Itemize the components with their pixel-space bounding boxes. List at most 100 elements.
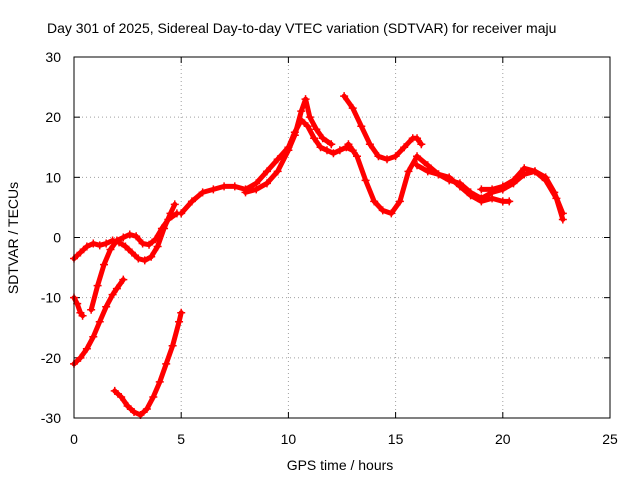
data-point [361,176,370,185]
data-point [82,242,91,251]
series-satellite-10 [413,161,514,206]
data-point [391,152,400,161]
data-point [198,188,207,197]
series-trace [112,310,184,418]
data-point [123,401,132,410]
data-point [498,182,507,191]
data-point [318,134,327,143]
data-point [168,341,177,350]
data-point [353,152,362,161]
data-point [445,173,454,182]
data-point [322,146,331,155]
y-tick-label: 0 [53,230,61,246]
series-trace [414,162,512,204]
data-point [395,197,404,206]
data-point [413,134,422,143]
data-point [305,113,314,122]
data-point [509,176,518,185]
data-point [520,164,529,173]
data-point [187,197,196,206]
data-point [273,155,282,164]
data-point [348,104,357,113]
x-tick-label: 15 [388,431,404,447]
data-point [73,299,82,308]
data-point [102,239,111,248]
series-satellite-5 [110,308,186,419]
data-point [378,206,387,215]
data-point [262,179,271,188]
data-point [241,188,250,197]
data-point [488,185,497,194]
data-point [340,92,349,101]
data-point [327,140,336,149]
data-point [102,302,111,311]
data-point [157,224,166,233]
x-axis-label: GPS time / hours [287,457,394,473]
data-point [149,392,158,401]
data-point [301,95,310,104]
data-point [413,152,422,161]
data-point [76,353,85,362]
data-point [552,194,561,203]
series-trace [88,210,180,313]
data-point [95,241,104,250]
x-tick-label: 10 [281,431,297,447]
data-point [170,200,179,209]
data-point [541,176,550,185]
y-axis-label: SDTVAR / TECUs [5,182,21,294]
data-point [488,194,497,203]
series-satellite-4 [87,209,181,314]
plot-frame [73,56,611,419]
y-tick-label: -10 [41,290,61,306]
y-tick-label: 30 [45,49,61,65]
data-point [87,305,96,314]
data-point [121,242,130,251]
data-point [125,230,134,239]
data-point [455,182,464,191]
data-point [297,107,306,116]
data-point [312,125,321,134]
data-point [162,359,171,368]
data-point [220,182,229,191]
data-point [177,209,186,218]
tick-labels: 0 5 10 15 20 25 -30 -20 -10 0 10 20 30 [41,49,618,447]
data-point [505,197,514,206]
data-point [112,284,121,293]
data-point [130,407,139,416]
data-point [78,311,87,320]
data-point [417,140,426,149]
data-point [140,256,149,265]
data-point [164,215,173,224]
series-satellite-8 [340,92,426,164]
data-point [284,146,293,155]
data-point [76,248,85,257]
data-point [132,232,141,241]
data-point [335,146,344,155]
data-point [119,233,128,242]
data-point [423,167,432,176]
data-point [134,254,143,263]
data-point [117,392,126,401]
data-point [404,167,413,176]
data-point [400,143,409,152]
data-point [177,308,186,317]
data-point [252,185,261,194]
data-point [413,161,422,170]
data-point [119,275,128,284]
series-satellite-6 [177,116,357,218]
data-point [209,185,218,194]
data-point [145,240,154,249]
series-trace [178,117,356,216]
data-points [70,92,567,419]
data-point [127,248,136,257]
chart-title: Day 301 of 2025, Sidereal Day-to-day VTE… [47,20,556,36]
data-point [530,167,539,176]
data-point [374,152,383,161]
x-tick-label: 20 [495,431,511,447]
data-point [153,242,162,251]
series-satellite-11 [477,164,567,224]
data-point [108,290,117,299]
series-satellite-7 [241,95,336,197]
data-point [138,239,147,248]
y-tick-label: -30 [41,410,61,426]
